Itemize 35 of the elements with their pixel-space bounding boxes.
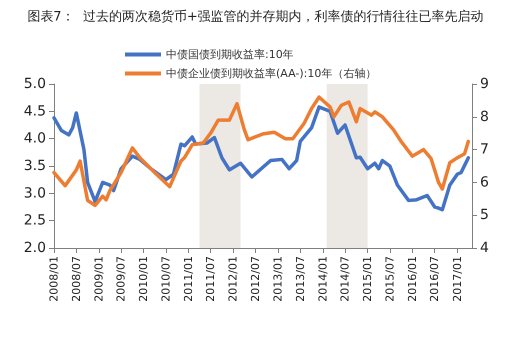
y2-tick-label: 6 — [480, 174, 489, 190]
x-tick-label: 2008/07 — [70, 256, 83, 302]
x-tick-label: 2009/01 — [92, 256, 106, 302]
legend-label: 中债企业债到期收益率(AA-):10年（右轴） — [166, 67, 376, 80]
y2-tick-label: 5 — [480, 207, 489, 224]
x-tick-label: 2010/07 — [159, 256, 172, 302]
y-tick-label: 2.0 — [24, 240, 46, 256]
x-tick-label: 2011/07 — [204, 256, 218, 302]
x-tick-label: 2012/07 — [249, 256, 262, 302]
x-tick-label: 2014/01 — [316, 256, 330, 302]
y2-tick-label: 8 — [480, 108, 489, 125]
y-tick-label: 4.0 — [24, 130, 46, 147]
y-tick-label: 3.0 — [24, 185, 46, 202]
x-tick-label: 2012/01 — [226, 256, 240, 302]
x-tick-label: 2009/07 — [114, 256, 128, 302]
x-tick-label: 2016/07 — [428, 256, 442, 302]
x-tick-label: 2014/07 — [338, 256, 352, 302]
x-tick-label: 2013/01 — [272, 256, 285, 302]
y-tick-label: 3.5 — [24, 158, 46, 174]
x-tick-label: 2011/01 — [182, 256, 195, 302]
x-tick-label: 2008/01 — [48, 256, 60, 302]
x-tick-label: 2016/01 — [406, 256, 419, 302]
x-tick-label: 2010/01 — [137, 256, 150, 302]
y-tick-label: 2.5 — [24, 212, 46, 229]
x-tick-label: 2015/07 — [383, 256, 396, 302]
x-tick-label: 2017/01 — [450, 256, 464, 302]
y2-tick-label: 7 — [480, 142, 489, 158]
x-tick-label: 2013/07 — [294, 256, 307, 302]
y-tick-label: 4.5 — [24, 103, 46, 120]
x-tick-label: 2015/01 — [361, 256, 374, 302]
legend-label: 中债国债到期收益率:10年 — [166, 48, 294, 61]
y2-tick-label: 9 — [480, 76, 489, 92]
chart-title: 图表7： 过去的两次稳货币+强监管的并存期内，利率债的行情往往已率先启动 — [27, 8, 484, 24]
y2-tick-label: 4 — [480, 240, 489, 256]
y-tick-label: 5.0 — [24, 76, 46, 92]
